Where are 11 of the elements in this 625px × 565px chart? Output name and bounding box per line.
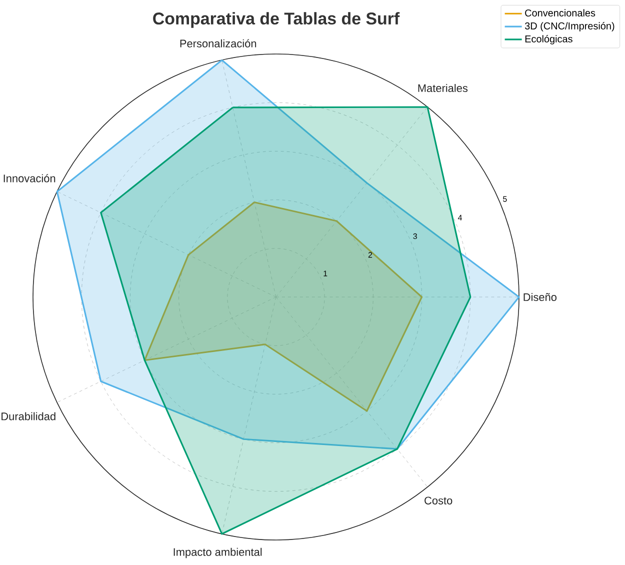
legend-label: Ecológicas <box>525 34 572 44</box>
spoke-label: Materiales <box>418 84 468 92</box>
legend-label: Convencionales <box>525 9 596 16</box>
spoke-label: Diseño <box>524 292 556 302</box>
legend-label: 3D (CNC/Impresión) <box>524 22 614 32</box>
spoke-label: Innovación <box>4 174 56 182</box>
spoke-label: Personalización <box>180 39 256 48</box>
chart-title: Comparativa de Tablas de Surf <box>153 12 400 28</box>
spoke-label: Impacto ambiental <box>174 548 262 558</box>
spoke-label: Costo <box>424 496 452 504</box>
spoke-label: Durabilidad <box>2 412 56 420</box>
